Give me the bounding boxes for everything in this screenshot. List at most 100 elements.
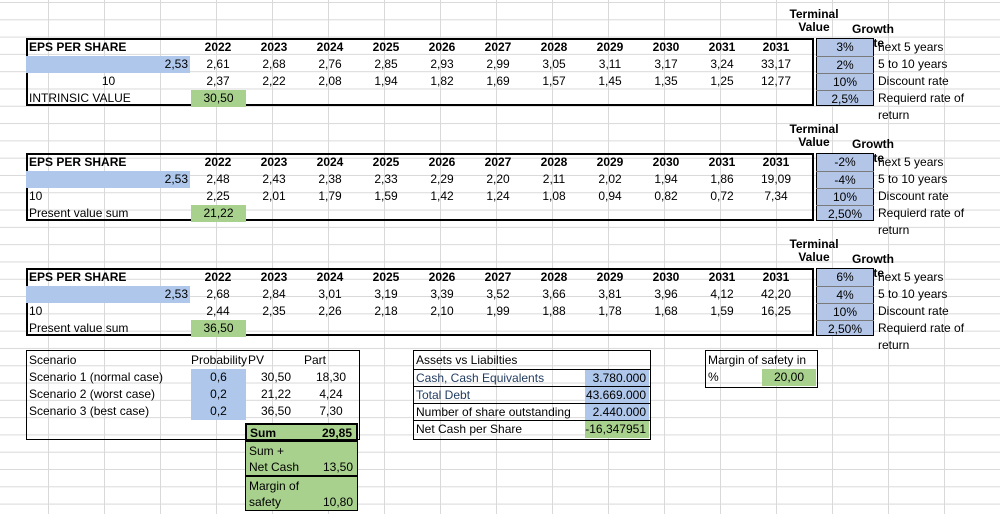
eps-projection[interactable]: 2,85	[374, 57, 398, 71]
eps-projection[interactable]: 2,43	[262, 172, 286, 186]
eps-projection[interactable]: 3,17	[654, 57, 678, 71]
eps-projection[interactable]: 3,52	[486, 287, 510, 301]
discounted-value[interactable]: 1,59	[374, 189, 398, 203]
discounted-value[interactable]: 1,25	[710, 74, 734, 88]
eps-projection[interactable]: 2,84	[262, 287, 286, 301]
eps-projection[interactable]: 3,24	[710, 57, 734, 71]
discounted-value[interactable]: 2,22	[262, 74, 286, 88]
discounted-value[interactable]: 1,57	[542, 74, 566, 88]
eps-projection[interactable]: 2,33	[374, 172, 398, 186]
eps-projection[interactable]: 3,96	[654, 287, 678, 301]
discounted-value[interactable]: 2,10	[430, 304, 454, 318]
eps-projection[interactable]: 3,81	[598, 287, 622, 301]
eps-projection[interactable]: 3,19	[374, 287, 398, 301]
discounted-value[interactable]: 2,35	[262, 304, 286, 318]
rate-input[interactable]: 2,50%	[816, 320, 874, 338]
discounted-value[interactable]: 0,94	[598, 189, 622, 203]
rate-input[interactable]: 10%	[816, 303, 874, 321]
eps-projection[interactable]: 2,93	[430, 57, 454, 71]
scenario-part[interactable]: 7,30	[319, 404, 343, 418]
asset-value[interactable]: 2.440.000	[585, 404, 649, 421]
margin-of-safety-cell[interactable]: Margin of safety 10,80	[245, 476, 358, 511]
discounted-value[interactable]: 1,59	[710, 304, 734, 318]
eps-projection[interactable]: 2,61	[206, 57, 230, 71]
probability-input[interactable]: 0,2	[191, 403, 246, 420]
eps-projection[interactable]: 19,09	[760, 172, 792, 186]
eps-projection[interactable]: 33,17	[760, 57, 792, 71]
rate-input[interactable]: 2,50%	[816, 205, 874, 223]
eps-input-cell[interactable]: 2,53	[26, 171, 190, 188]
rate-input[interactable]: 4%	[816, 286, 874, 304]
scenario-part[interactable]: 4,24	[319, 387, 343, 401]
discounted-value[interactable]: 2,08	[318, 74, 342, 88]
rate-input[interactable]: -2%	[834, 155, 856, 169]
discounted-value[interactable]: 2,01	[262, 189, 286, 203]
rate-input[interactable]: 10%	[816, 188, 874, 206]
result-value[interactable]: 21,22	[191, 205, 246, 222]
rate-input[interactable]: 2%	[816, 56, 874, 74]
discounted-value[interactable]: 1,94	[374, 74, 398, 88]
eps-input-cell[interactable]: 2,53	[26, 286, 190, 303]
asset-value[interactable]: 43.669.000	[585, 387, 649, 404]
eps-projection[interactable]: 3,66	[542, 287, 566, 301]
asset-value[interactable]: -16,347951	[585, 421, 649, 438]
eps-projection[interactable]: 1,86	[710, 172, 734, 186]
rate-input[interactable]: 3%	[836, 40, 854, 54]
discounted-value[interactable]: 1,35	[654, 74, 678, 88]
discount-years-label[interactable]: 10	[101, 74, 116, 88]
eps-projection[interactable]: 3,05	[542, 57, 566, 71]
sum-net-cash-cell[interactable]: Sum + Net Cash 13,50	[245, 441, 358, 476]
discounted-value[interactable]: 1,08	[542, 189, 566, 203]
discounted-value[interactable]: 1,24	[486, 189, 510, 203]
eps-projection[interactable]: 2,68	[206, 287, 230, 301]
discounted-value[interactable]: 1,69	[486, 74, 510, 88]
rate-input[interactable]: 10%	[816, 73, 874, 91]
discounted-value[interactable]: 1,88	[542, 304, 566, 318]
sum-cell[interactable]: Sum 29,85	[245, 423, 358, 441]
eps-input-cell[interactable]: 2,53	[26, 56, 190, 73]
discounted-value[interactable]: 1,79	[318, 189, 342, 203]
eps-projection[interactable]: 3,11	[598, 57, 622, 71]
scenario-pv[interactable]: 30,50	[260, 370, 292, 384]
eps-projection[interactable]: 3,01	[318, 287, 342, 301]
discount-years-label[interactable]: 10	[29, 304, 43, 318]
eps-projection[interactable]: 4,12	[710, 287, 734, 301]
discounted-value[interactable]: 1,99	[486, 304, 510, 318]
result-value[interactable]: 36,50	[191, 320, 246, 337]
discounted-value[interactable]: 2,37	[206, 74, 230, 88]
eps-projection[interactable]: 2,02	[598, 172, 622, 186]
eps-projection[interactable]: 2,76	[318, 57, 342, 71]
discounted-value[interactable]: 2,44	[206, 304, 230, 318]
discounted-value[interactable]: 2,26	[318, 304, 342, 318]
discounted-value[interactable]: 12,77	[760, 74, 792, 88]
rate-input[interactable]: 2,5%	[816, 90, 874, 108]
discounted-value[interactable]: 0,82	[654, 189, 678, 203]
eps-projection[interactable]: 2,20	[486, 172, 510, 186]
rate-input[interactable]: -4%	[816, 171, 874, 189]
discounted-value[interactable]: 1,78	[598, 304, 622, 318]
discounted-value[interactable]: 2,18	[374, 304, 398, 318]
discounted-value[interactable]: 1,42	[430, 189, 454, 203]
discounted-value[interactable]: 2,25	[206, 189, 230, 203]
eps-projection[interactable]: 2,38	[318, 172, 342, 186]
eps-projection[interactable]: 2,99	[486, 57, 510, 71]
eps-projection[interactable]: 2,29	[430, 172, 454, 186]
scenario-pv[interactable]: 36,50	[260, 404, 292, 418]
probability-input[interactable]: 0,6	[191, 369, 246, 386]
discount-years-label[interactable]: 10	[29, 189, 43, 203]
scenario-pv[interactable]: 21,22	[260, 387, 292, 401]
discounted-value[interactable]: 1,82	[430, 74, 454, 88]
eps-projection[interactable]: 3,39	[430, 287, 454, 301]
probability-input[interactable]: 0,2	[191, 386, 246, 403]
margin-safety-input[interactable]: 20,00	[762, 369, 816, 386]
discounted-value[interactable]: 0,72	[710, 189, 734, 203]
eps-projection[interactable]: 42,20	[760, 287, 792, 301]
discounted-value[interactable]: 16,25	[760, 304, 792, 318]
eps-projection[interactable]: 1,94	[654, 172, 678, 186]
discounted-value[interactable]: 1,68	[654, 304, 678, 318]
eps-projection[interactable]: 2,48	[206, 172, 230, 186]
asset-value[interactable]: 3.780.000	[585, 370, 649, 387]
discounted-value[interactable]: 7,34	[764, 189, 788, 203]
eps-projection[interactable]: 2,11	[542, 172, 566, 186]
eps-projection[interactable]: 2,68	[262, 57, 286, 71]
